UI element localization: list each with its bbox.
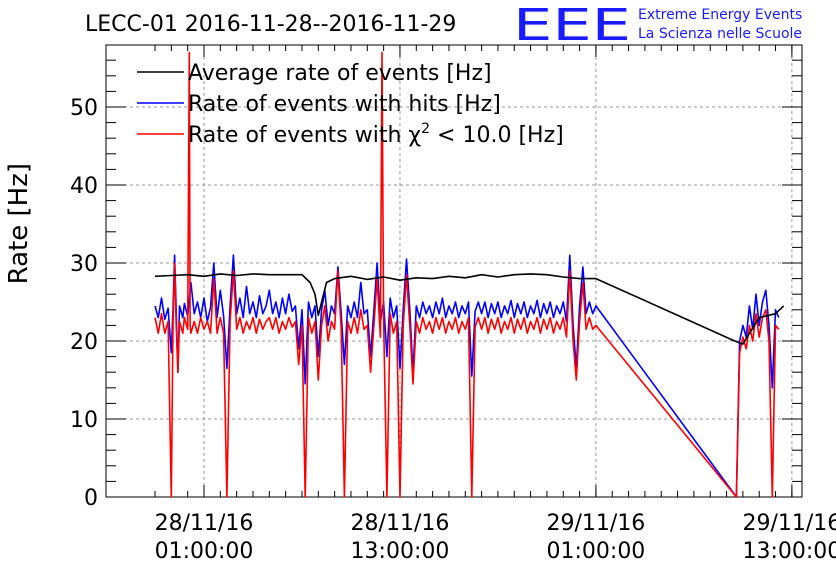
y-tick-label: 50: [70, 96, 98, 121]
x-tick-label-time: 13:00:00: [351, 539, 450, 564]
logo-line1: Extreme Energy Events: [638, 7, 802, 23]
series-chi2-line: [154, 51, 780, 498]
x-tick-label-time: 13:00:00: [742, 539, 836, 564]
x-tick-label-date: 29/11/16: [742, 511, 836, 536]
x-tick-label-date: 28/11/16: [351, 511, 450, 536]
y-tick-label: 10: [70, 408, 98, 433]
x-tick-label-time: 01:00:00: [547, 539, 646, 564]
chart-title: LECC-01 2016-11-28--2016-11-29: [85, 12, 456, 37]
legend-label-average: Average rate of events [Hz]: [188, 61, 492, 86]
grid-lines: [106, 45, 802, 497]
y-tick-label: 0: [84, 486, 98, 511]
x-tick-label-date: 29/11/16: [547, 511, 646, 536]
logo-mark: EEE: [513, 0, 631, 51]
series-lines: [154, 51, 785, 498]
legend: Average rate of events [Hz] Rate of even…: [137, 61, 564, 148]
y-tick-label: 40: [70, 174, 98, 199]
series-hits-line: [154, 254, 780, 498]
x-tick-label-time: 01:00:00: [155, 539, 254, 564]
series-average-line: [154, 273, 785, 345]
plot-frame: [105, 44, 803, 498]
logo-line2: La Scienza nelle Scuole: [638, 26, 802, 42]
y-tick-label: 30: [70, 252, 98, 277]
legend-label-hits: Rate of events with hits [Hz]: [188, 92, 501, 117]
axis-ticks: 0 10 20 30 40 50 28/11/16 01:00:00 28/11/16 13:00…: [70, 45, 836, 564]
eee-logo: EEE Extreme Energy Events La Scienza nel…: [513, 0, 802, 51]
y-axis-label: Rate [Hz]: [4, 163, 34, 284]
x-tick-label-date: 28/11/16: [155, 511, 254, 536]
y-tick-label: 20: [70, 330, 98, 355]
legend-label-chi2: Rate of events with χ2 < 10.0 [Hz]: [188, 121, 564, 148]
